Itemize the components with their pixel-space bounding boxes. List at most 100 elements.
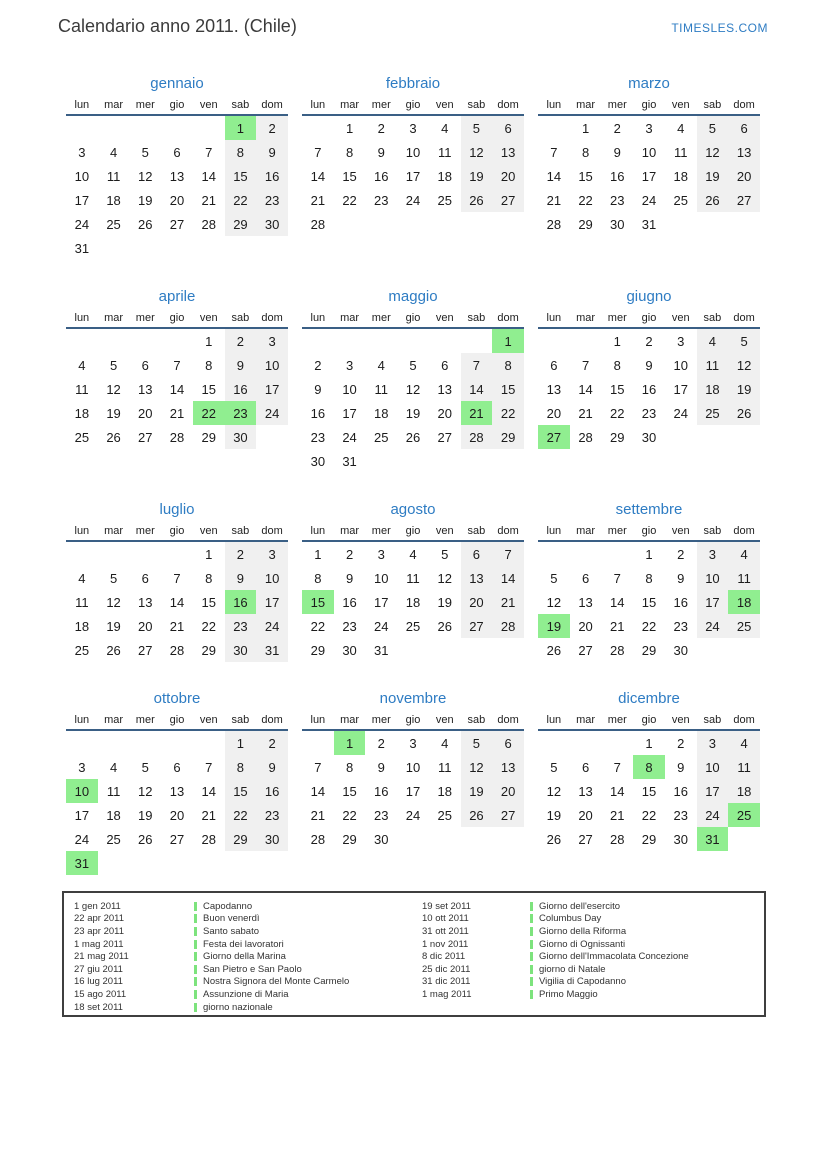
day-cell: 11 [106,168,121,184]
weekday-row: lun mar mer gio ven sab dom [538,525,760,542]
month-block: giugno lun mar mer gio ven sab dom 1 2 3 4 5 6 7 8 9 10… [538,286,760,449]
day-cell: 18 [405,594,421,610]
day-cell: 29 [641,831,657,847]
weekday-label: mar [340,99,360,111]
day-cell: 16 [673,594,688,610]
weeks: 1 2 3 4 5 6 7 8 9 10 11 12 13 14 15 16 17 18 19 20 21 22 23 24 2… [66,329,288,449]
site-link[interactable]: TIMESLES.COM [671,21,768,35]
empty-cell [161,542,193,566]
day-cell: 12 [460,755,493,779]
holidays-legend: 1 gen 2011 Capodanno 22 apr 2011 Buon vener… [62,891,766,1017]
day-cell: 28 [578,429,593,445]
day-cell: 2 [677,735,685,751]
day-cell: 19 [538,614,570,638]
weekday-label: gio [405,99,421,111]
weekday-label: mar [340,714,360,726]
holiday-entry: 1 mag 2011 Primo Maggio [422,988,689,1001]
empty-cell [193,116,225,140]
day-cell: 24 [673,405,688,421]
holiday-name: Primo Maggio [530,989,689,1000]
day-cell: 19 [460,779,493,803]
holiday-marker-icon [530,964,533,974]
day-cell: 9 [645,357,653,373]
day-cell: 12 [546,783,562,799]
day-cell: 5 [460,116,493,140]
weekday-label: mer [371,714,391,726]
day-cell: 18 [106,807,121,823]
day-cell: 2 [345,546,354,562]
weeks: 1 2 3 4 5 6 7 8 9 10 11 12 13 14 15 16 17 18 19 20 21 22 23 24 2… [538,731,760,851]
day-cell: 13 [728,140,760,164]
day-cell: 7 [613,570,621,586]
day-cell: 1 [492,329,524,353]
day-cell: 13 [578,783,593,799]
weekday-label: sab [467,99,486,111]
weekday-label: ven [671,99,690,111]
holiday-entry: 31 dic 2011 Vigilia di Capodanno [422,976,689,989]
holiday-name: Columbus Day [530,913,689,924]
day-cell: 1 [645,735,653,751]
holiday-name-label: Assunzione di Maria [203,988,289,1000]
holiday-name-label: giorno di Natale [539,963,606,975]
day-cell: 28 [610,642,625,658]
weekday-label: gio [405,312,421,324]
empty-cell [66,731,98,755]
day-cell: 26 [106,642,121,658]
empty-cell [538,542,570,566]
empty-cell [665,425,697,449]
week-row: 16 17 18 19 20 21 22 [302,401,524,425]
holiday-entry: 1 nov 2011 Giorno di Ognissanti [422,938,689,951]
weekday-label: mar [340,312,360,324]
day-cell: 30 [673,831,688,847]
day-cell: 22 [342,192,357,208]
day-cell: 26 [460,803,493,827]
day-cell: 15 [342,168,357,184]
day-cell: 24 [256,614,288,638]
day-cell: 23 [673,618,688,634]
holiday-name-label: Columbus Day [539,913,602,925]
day-cell: 22 [578,192,593,208]
day-cell: 26 [138,216,153,232]
day-cell: 28 [610,831,625,847]
weekday-label: gio [641,312,657,324]
day-cell: 4 [728,542,760,566]
day-cell: 1 [224,731,257,755]
weekday-label: gio [641,525,657,537]
day-cell: 25 [728,614,760,638]
weekday-label: gio [169,312,185,324]
day-cell: 29 [578,216,593,232]
day-cell: 21 [578,405,593,421]
day-cell: 12 [405,381,421,397]
day-cell: 30 [673,642,688,658]
empty-cell [728,638,760,662]
day-cell: 8 [205,570,213,586]
weekday-label: ven [435,525,454,537]
weekday-label: sab [231,525,250,537]
day-cell: 13 [138,381,153,397]
weekday-label: lun [546,312,562,324]
day-cell: 16 [256,164,288,188]
weekday-label: dom [733,99,755,111]
empty-cell [538,731,570,755]
day-cell: 23 [256,803,288,827]
weekday-label: gio [405,525,421,537]
day-cell: 17 [673,381,688,397]
day-cell: 10 [256,566,288,590]
day-cell: 21 [169,405,185,421]
day-cell: 25 [106,216,121,232]
day-cell: 30 [641,429,657,445]
day-cell: 24 [256,401,288,425]
empty-cell [334,212,366,236]
empty-cell [66,116,98,140]
weeks: 1 2 3 4 5 6 7 8 9 10 11 12 13 14 15 16 17 18 19 20 21 22 23 24 2… [302,116,524,236]
day-cell: 15 [342,783,357,799]
day-cell: 18 [437,168,452,184]
weekday-label: ven [671,525,690,537]
month-block: marzo lun mar mer gio ven sab dom 1 2 3 4 5 6 7 8 9 10 1… [538,73,760,236]
day-cell: 9 [377,759,385,775]
day-cell: 19 [728,377,760,401]
day-cell: 13 [546,381,562,397]
empty-cell [193,731,225,755]
